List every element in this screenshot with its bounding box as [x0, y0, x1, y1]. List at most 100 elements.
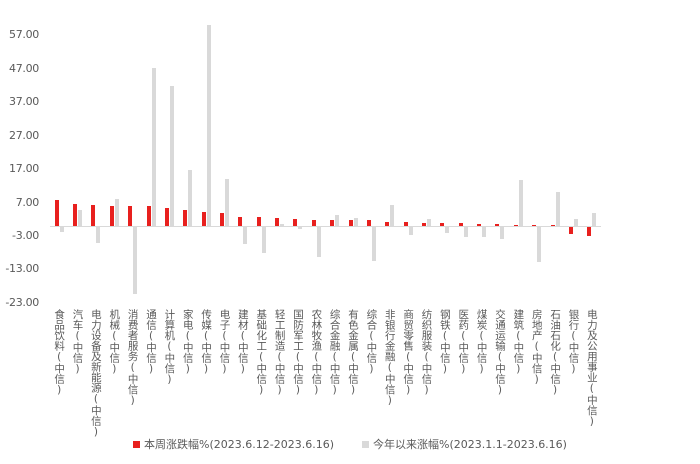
bar-weekly-change	[91, 204, 96, 226]
bar-ytd-change	[224, 179, 229, 226]
bar-weekly-change	[54, 200, 59, 226]
bar-ytd-change	[206, 24, 211, 226]
y-tick-label: -13.00	[5, 262, 39, 276]
x-category-label: 电力设备及新能源(中信)	[89, 309, 102, 438]
bar-ytd-change	[408, 227, 413, 236]
bar-ytd-change	[463, 227, 468, 237]
bar-weekly-change	[128, 206, 133, 226]
bar-ytd-change	[280, 224, 285, 226]
bar-weekly-change	[219, 212, 224, 226]
x-category-label: 汽车(中信)	[71, 309, 84, 375]
bar-ytd-change	[482, 227, 487, 237]
bar-weekly-change	[183, 209, 188, 226]
bar-ytd-change	[500, 227, 505, 239]
y-tick-label: -3.00	[12, 229, 39, 243]
bar-ytd-change	[390, 204, 395, 226]
x-category-label: 商贸零售(中信)	[402, 309, 415, 396]
bar-weekly-change	[422, 222, 427, 226]
bar-ytd-change	[243, 227, 248, 244]
x-category-label: 石油石化(中信)	[549, 309, 562, 396]
bar-weekly-change	[348, 219, 353, 226]
bar-ytd-change	[316, 227, 321, 257]
x-category-label: 有色金属(中信)	[347, 309, 360, 396]
bar-ytd-change	[537, 227, 542, 263]
bar-ytd-change	[261, 227, 266, 254]
bar-ytd-change	[592, 213, 597, 226]
bar-ytd-change	[78, 210, 83, 226]
x-category-label: 交通运输(中信)	[493, 309, 506, 396]
legend-swatch-grey	[362, 440, 369, 448]
legend-swatch-red	[133, 440, 141, 448]
legend-label-ytd: 今年以来涨幅%(2023.1.1-2023.6.16)	[373, 438, 567, 451]
bar-weekly-change	[366, 219, 371, 226]
bar-ytd-change	[573, 218, 578, 226]
legend-item-week: 本周涨跌幅%(2023.6.12-2023.6.16)	[133, 436, 334, 452]
bar-weekly-change	[164, 208, 169, 226]
x-category-label: 建筑(中信)	[512, 309, 525, 375]
x-category-label: 食品饮料(中信)	[53, 309, 66, 396]
x-category-label: 非银行金融(中信)	[383, 309, 396, 407]
bar-ytd-change	[518, 179, 523, 226]
bar-weekly-change	[513, 224, 518, 226]
bar-ytd-change	[133, 227, 138, 294]
x-category-label: 通信(中信)	[145, 309, 158, 375]
bar-weekly-change	[440, 223, 445, 226]
bar-weekly-change	[495, 224, 500, 226]
x-category-label: 传媒(中信)	[200, 309, 213, 375]
x-category-label: 综合(中信)	[365, 309, 378, 375]
y-tick-label: 17.00	[9, 162, 39, 176]
x-category-label: 计算机(中信)	[163, 309, 176, 386]
x-category-label: 家电(中信)	[181, 309, 194, 375]
bar-ytd-change	[427, 218, 432, 226]
bar-weekly-change	[146, 205, 151, 226]
bar-weekly-change	[238, 216, 243, 226]
bar-ytd-change	[353, 218, 358, 226]
bar-weekly-change	[568, 227, 573, 235]
legend-label-week: 本周涨跌幅%(2023.6.12-2023.6.16)	[144, 438, 334, 451]
bar-ytd-change	[96, 227, 101, 243]
bar-ytd-change	[555, 191, 560, 226]
bar-ytd-change	[59, 227, 64, 233]
x-category-label: 医药(中信)	[457, 309, 470, 375]
x-category-label: 电子(中信)	[218, 309, 231, 375]
bar-ytd-change	[114, 198, 119, 226]
x-axis-line	[50, 226, 601, 227]
bar-ytd-change	[188, 170, 193, 226]
bar-ytd-change	[335, 214, 340, 226]
x-category-label: 电力及公用事业(中信)	[585, 309, 598, 428]
x-category-label: 综合金融(中信)	[328, 309, 341, 396]
bar-weekly-change	[550, 225, 555, 226]
bar-weekly-change	[458, 223, 463, 226]
y-tick-label: 27.00	[9, 128, 39, 142]
x-category-label: 农林牧渔(中信)	[310, 309, 323, 396]
x-category-label: 基础化工(中信)	[255, 309, 268, 396]
bar-weekly-change	[256, 216, 261, 226]
bar-weekly-change	[477, 224, 482, 226]
x-category-label: 银行(中信)	[567, 309, 580, 375]
x-category-label: 钢铁(中信)	[438, 309, 451, 375]
bar-ytd-change	[371, 227, 376, 261]
bar-weekly-change	[293, 218, 298, 226]
x-category-label: 煤炭(中信)	[475, 309, 488, 375]
x-category-label: 房地产(中信)	[530, 309, 543, 386]
bar-weekly-change	[330, 219, 335, 226]
legend: 本周涨跌幅%(2023.6.12-2023.6.16) 今年以来涨幅%(2023…	[0, 436, 700, 452]
x-category-label: 机械(中信)	[108, 309, 121, 375]
bar-weekly-change	[587, 227, 592, 236]
bar-ytd-change	[445, 227, 450, 234]
bar-weekly-change	[385, 221, 390, 226]
y-tick-label: -23.00	[5, 295, 39, 309]
x-category-label: 消费者服务(中信)	[126, 309, 139, 407]
bar-weekly-change	[403, 221, 408, 226]
bar-ytd-change	[151, 68, 156, 226]
bar-weekly-change	[532, 224, 537, 226]
legend-item-ytd: 今年以来涨幅%(2023.1.1-2023.6.16)	[362, 436, 567, 452]
y-tick-label: 57.00	[9, 28, 39, 42]
x-category-label: 轻工制造(中信)	[273, 309, 286, 396]
bar-weekly-change	[275, 217, 280, 226]
y-tick-label: 47.00	[9, 61, 39, 75]
x-category-label: 国防军工(中信)	[291, 309, 304, 396]
y-tick-label: 7.00	[15, 195, 40, 209]
bar-ytd-change	[169, 85, 174, 226]
